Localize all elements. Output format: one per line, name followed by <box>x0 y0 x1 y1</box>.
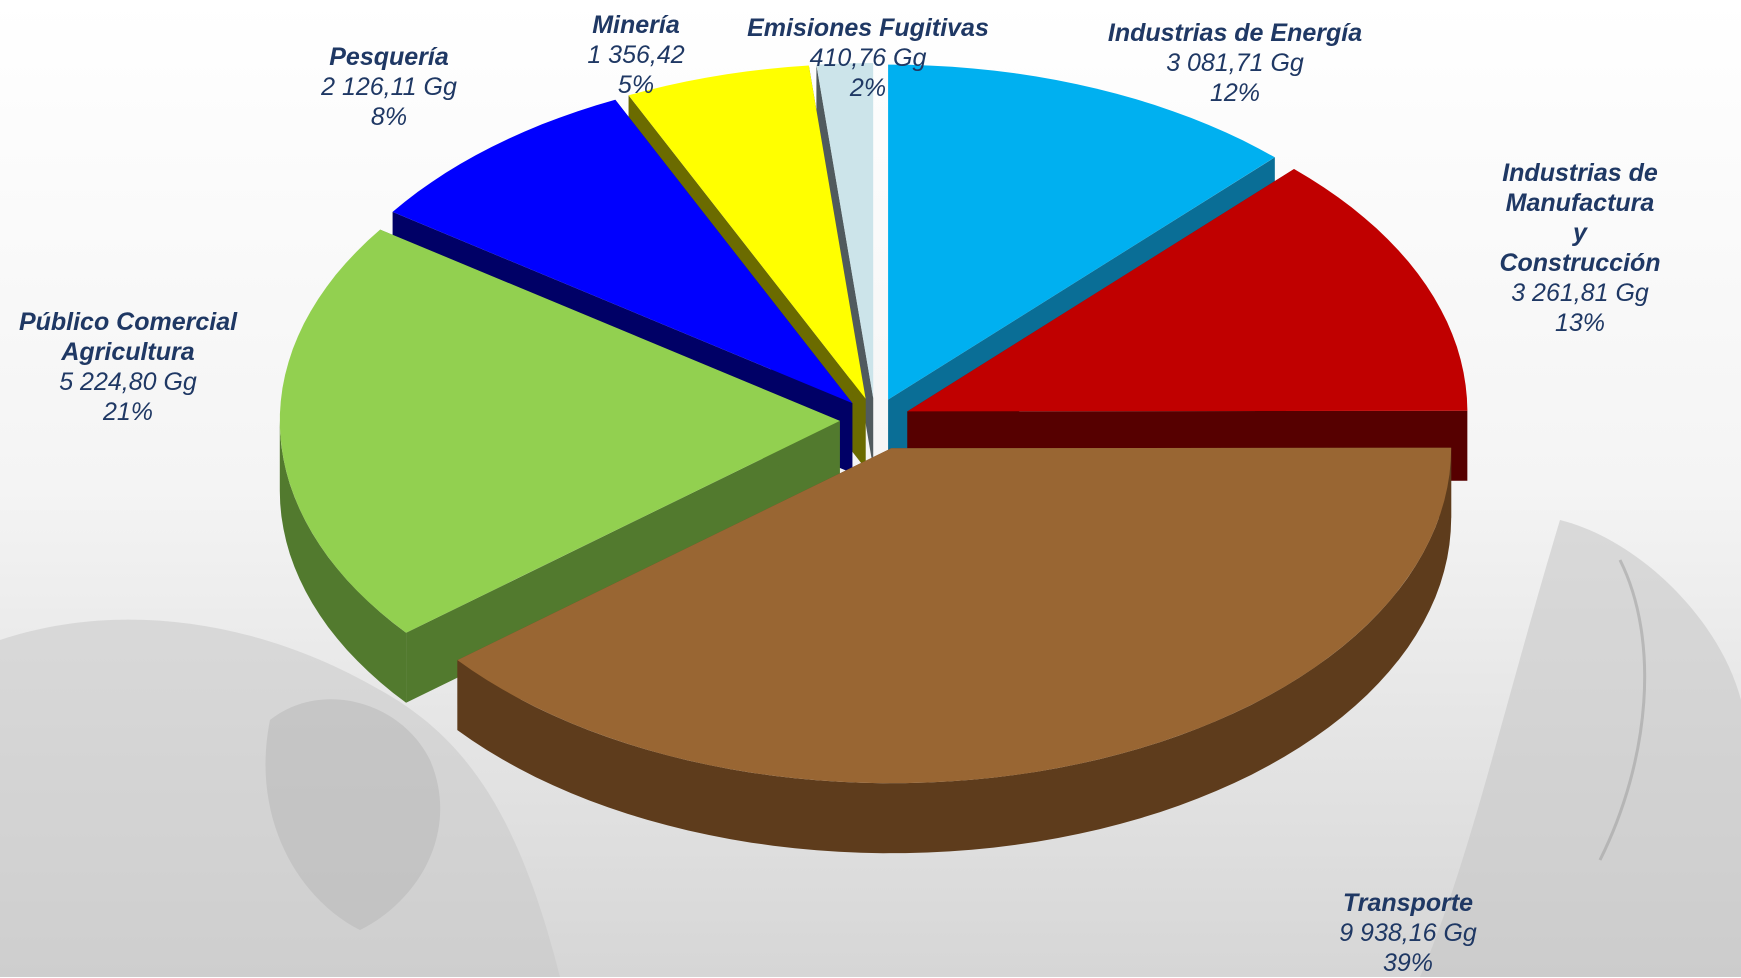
slice-label-value: 1 356,42 <box>587 41 685 69</box>
slice-rim <box>279 420 407 703</box>
slice-label-transporte: Transporte 9 938,16 Gg 39% <box>1339 888 1477 978</box>
slice-label-pesqueria: Pesquería 2 126,11 Gg 8% <box>321 42 457 132</box>
slice-top <box>888 64 1275 400</box>
slice-label-percent: 39% <box>1382 949 1434 977</box>
slice-label-industrias-manufactura: Industrias de Manufactura y Construcción… <box>1499 158 1660 338</box>
slice-top <box>392 99 853 404</box>
slice-label-percent: 2% <box>849 74 887 102</box>
slice-rim <box>457 448 1452 854</box>
slice-label-value: 3 261,81 Gg <box>1511 279 1649 307</box>
slice-label-mineria: Minería 1 356,42 5% <box>587 10 684 100</box>
slice-label-publico-comercial: Público Comercial Agricultura 5 224,80 G… <box>19 307 237 427</box>
slice-label-name: Emisiones Fugitivas <box>747 14 989 42</box>
slice-label-name: Público Comercial Agricultura <box>18 308 238 366</box>
slice-label-percent: 13% <box>1554 309 1606 337</box>
slice-label-percent: 21% <box>102 398 154 426</box>
slice-label-emisiones-fugitivas: Emisiones Fugitivas 410,76 Gg 2% <box>747 13 989 103</box>
slice-label-value: 3 081,71 Gg <box>1166 49 1304 77</box>
slice-label-name: Pesquería <box>329 43 449 71</box>
pie-slice-transporte <box>457 447 1452 854</box>
slice-label-name: Industrias de Energía <box>1107 19 1363 47</box>
slice-top <box>628 65 866 399</box>
slice-label-value: 5 224,80 Gg <box>59 368 197 396</box>
slice-top <box>816 63 874 399</box>
slice-label-value: 9 938,16 Gg <box>1339 919 1477 947</box>
slice-label-percent: 8% <box>370 103 408 131</box>
slice-label-industrias-energia: Industrias de Energía 3 081,71 Gg 12% <box>1108 18 1362 108</box>
slice-label-name: Industrias de Manufactura y Construcción <box>1499 159 1661 277</box>
slice-label-percent: 12% <box>1209 79 1261 107</box>
slice-top <box>907 169 1468 412</box>
slice-label-value: 410,76 Gg <box>809 44 927 72</box>
slice-label-value: 2 126,11 Gg <box>321 73 457 101</box>
slice-top <box>457 447 1452 784</box>
slice-label-name: Minería <box>592 11 680 39</box>
slice-label-percent: 5% <box>617 71 655 99</box>
pie-slices <box>279 63 1468 854</box>
slice-top <box>279 229 840 633</box>
slice-label-name: Transporte <box>1342 889 1474 917</box>
